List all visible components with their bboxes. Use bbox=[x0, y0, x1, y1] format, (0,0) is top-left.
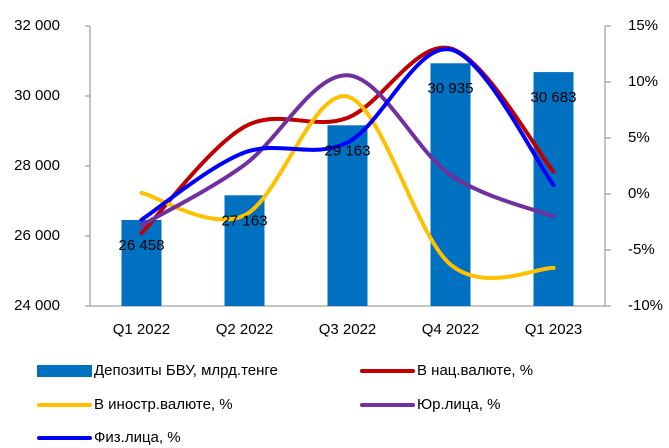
line bbox=[139, 47, 556, 222]
legend-label: Юр.лица, % bbox=[417, 396, 500, 413]
x-tick-label: Q3 2022 bbox=[319, 321, 377, 338]
y2-tick-label: -5% bbox=[628, 241, 655, 258]
legend-label: В нац.валюте, % bbox=[417, 362, 533, 379]
legend-label: Физ.лица, % bbox=[94, 429, 181, 446]
y2-tick-label: 0% bbox=[628, 185, 650, 202]
x-tick-label: Q1 2023 bbox=[525, 321, 583, 338]
line bbox=[139, 45, 556, 236]
line bbox=[139, 73, 556, 228]
data-label: 26 458 bbox=[119, 237, 165, 254]
x-tick-label: Q2 2022 bbox=[216, 321, 274, 338]
data-label: 30 935 bbox=[428, 80, 474, 97]
y-tick-label: 30 000 bbox=[14, 87, 60, 104]
data-label: 27 163 bbox=[222, 212, 268, 229]
y-tick-label: 28 000 bbox=[14, 157, 60, 174]
y-tick-label: 26 000 bbox=[14, 227, 60, 244]
x-tick-label: Q1 2022 bbox=[113, 321, 171, 338]
y2-tick-label: -10% bbox=[628, 297, 663, 314]
legend-swatch bbox=[37, 365, 92, 377]
data-label: 29 163 bbox=[325, 142, 371, 159]
y-tick-label: 24 000 bbox=[14, 297, 60, 314]
legend-label: В иностр.валюте, % bbox=[94, 396, 233, 413]
y2-tick-label: 10% bbox=[628, 73, 658, 90]
y2-tick-label: 5% bbox=[628, 129, 650, 146]
y2-tick-label: 15% bbox=[628, 17, 658, 34]
x-tick-label: Q4 2022 bbox=[422, 321, 480, 338]
y-tick-label: 32 000 bbox=[14, 17, 60, 34]
line bbox=[139, 94, 556, 281]
legend-label: Депозиты БВУ, млрд.тенге bbox=[94, 362, 278, 379]
bar bbox=[327, 125, 368, 306]
data-label: 30 683 bbox=[531, 89, 577, 106]
